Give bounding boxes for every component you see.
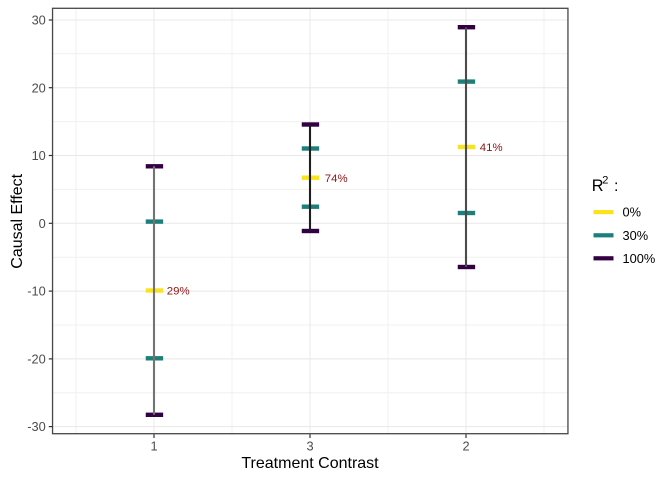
svg-text::: : (614, 178, 618, 195)
svg-text:20: 20 (32, 80, 46, 95)
svg-text:41%: 41% (480, 142, 503, 154)
svg-text:10: 10 (32, 148, 46, 163)
svg-text:29%: 29% (167, 286, 190, 298)
svg-text:30: 30 (32, 13, 46, 28)
svg-text:0: 0 (39, 216, 46, 231)
svg-text:3: 3 (306, 439, 313, 454)
svg-text:100%: 100% (623, 251, 656, 266)
svg-text:R: R (592, 177, 604, 195)
svg-text:30%: 30% (623, 228, 649, 243)
svg-text:-20: -20 (27, 352, 46, 367)
svg-text:2: 2 (462, 439, 469, 454)
svg-text:Causal Effect: Causal Effect (9, 173, 26, 268)
svg-text:2: 2 (602, 175, 608, 187)
svg-text:-30: -30 (27, 419, 46, 434)
svg-text:74%: 74% (325, 173, 348, 185)
svg-text:-10: -10 (27, 284, 46, 299)
svg-text:1: 1 (150, 439, 157, 454)
svg-text:Treatment Contrast: Treatment Contrast (241, 455, 379, 472)
svg-text:0%: 0% (623, 205, 642, 220)
